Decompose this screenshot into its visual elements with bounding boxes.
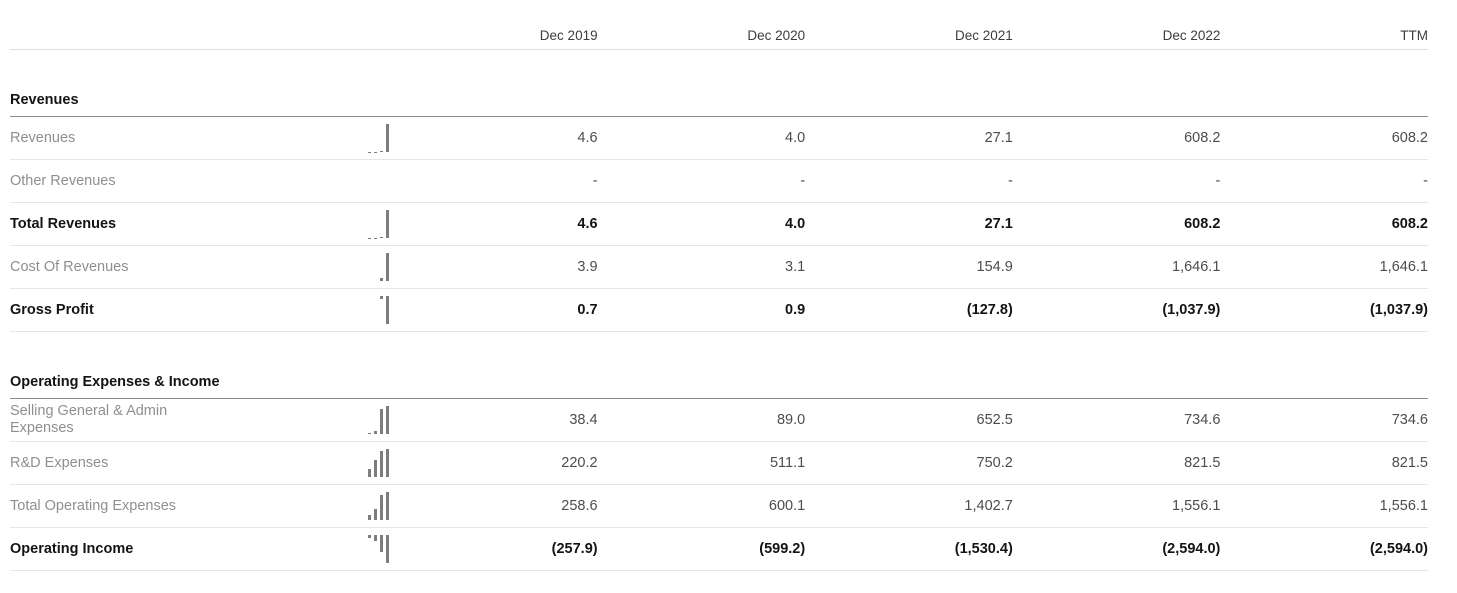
row-label: Revenues (10, 129, 76, 146)
row-label: Total Operating Expenses (10, 497, 177, 514)
sparkline-icon[interactable] (368, 296, 389, 324)
cell-value: 608.2 (1184, 130, 1221, 146)
cell-value: 27.1 (984, 216, 1013, 232)
cell-value: - (800, 173, 806, 189)
cell-value: 652.5 (976, 412, 1013, 428)
sparkline-icon[interactable] (368, 492, 389, 520)
cell-value: 1,556.1 (1172, 498, 1221, 514)
row-label: Selling General & Admin Expenses (10, 403, 168, 436)
cell-value: 3.1 (785, 259, 806, 275)
cell-value: - (592, 173, 598, 189)
sparkline-icon (368, 167, 389, 195)
section-revenues: Revenues Revenues 4.6 4.0 27.1 608.2 608… (10, 92, 1428, 332)
cell-value: 734.6 (1391, 412, 1428, 428)
table-row-other-revenues: Other Revenues - - - - - (10, 160, 1428, 203)
cell-value: (2,594.0) (1162, 541, 1221, 557)
cell-value: (257.9) (551, 541, 598, 557)
cell-value: 258.6 (561, 498, 598, 514)
cell-value: (1,037.9) (1162, 302, 1221, 318)
cell-value: - (1007, 173, 1013, 189)
section-operating-expenses: Operating Expenses & Income Selling Gene… (10, 374, 1428, 571)
financials-table: Dec 2019 Dec 2020 Dec 2021 Dec 2022 TTM … (10, 0, 1428, 571)
section-title: Operating Expenses & Income (10, 374, 1428, 399)
cell-value: - (1215, 173, 1221, 189)
row-label: Other Revenues (10, 172, 116, 189)
table-row-total-operating-expenses: Total Operating Expenses 258.6 600.1 1,4… (10, 485, 1428, 528)
cell-value: 0.7 (577, 302, 598, 318)
cell-value: 4.6 (577, 130, 598, 146)
cell-value: 27.1 (984, 130, 1013, 146)
row-label: Gross Profit (10, 301, 94, 318)
column-header-dec-2021: Dec 2021 (955, 27, 1013, 43)
column-header-row: Dec 2019 Dec 2020 Dec 2021 Dec 2022 TTM (10, 0, 1428, 50)
cell-value: (599.2) (759, 541, 806, 557)
sparkline-icon[interactable] (368, 406, 389, 434)
cell-value: 220.2 (561, 455, 598, 471)
column-header-dec-2019: Dec 2019 (539, 27, 598, 43)
cell-value: 0.9 (785, 302, 806, 318)
row-label: Cost Of Revenues (10, 258, 129, 275)
cell-value: 608.2 (1184, 216, 1221, 232)
cell-value: 600.1 (768, 498, 806, 514)
cell-value: 89.0 (776, 412, 806, 428)
cell-value: 1,556.1 (1379, 498, 1428, 514)
sparkline-icon[interactable] (368, 535, 389, 563)
cell-value: 608.2 (1391, 216, 1428, 232)
column-header-ttm: TTM (1400, 27, 1428, 43)
row-label: Operating Income (10, 540, 134, 557)
row-label: Total Revenues (10, 215, 117, 232)
table-row-operating-income: Operating Income (257.9) (599.2) (1,530.… (10, 528, 1428, 571)
cell-value: 511.1 (769, 455, 806, 471)
cell-value: - (1423, 173, 1428, 189)
cell-value: 38.4 (569, 412, 598, 428)
sparkline-icon[interactable] (368, 253, 389, 281)
table-row-total-revenues: Total Revenues 4.6 4.0 27.1 608.2 608.2 (10, 203, 1428, 246)
cell-value: 734.6 (1184, 412, 1221, 428)
cell-value: 608.2 (1391, 130, 1428, 146)
cell-value: 3.9 (577, 259, 598, 275)
cell-value: (1,037.9) (1369, 302, 1428, 318)
sparkline-icon[interactable] (368, 449, 389, 477)
sparkline-icon[interactable] (368, 124, 389, 152)
cell-value: (1,530.4) (954, 541, 1013, 557)
cell-value: 750.2 (976, 455, 1013, 471)
section-title: Revenues (10, 92, 1428, 117)
cell-value: 4.6 (577, 216, 598, 232)
row-label: R&D Expenses (10, 454, 109, 471)
cell-value: 4.0 (785, 216, 806, 232)
column-header-dec-2020: Dec 2020 (747, 27, 806, 43)
cell-value: (2,594.0) (1369, 541, 1428, 557)
table-row-gross-profit: Gross Profit 0.7 0.9 (127.8) (1,037.9) (… (10, 289, 1428, 332)
cell-value: 1,646.1 (1172, 259, 1221, 275)
cell-value: 1,402.7 (964, 498, 1013, 514)
cell-value: 154.9 (976, 259, 1013, 275)
table-row-rd-expenses: R&D Expenses 220.2 511.1 750.2 821.5 821… (10, 442, 1428, 485)
cell-value: 4.0 (785, 130, 806, 146)
header-spacer (10, 21, 390, 49)
cell-value: 821.5 (1391, 455, 1428, 471)
table-row-sga-expenses: Selling General & Admin Expenses 38.4 89… (10, 399, 1428, 442)
sparkline-icon[interactable] (368, 210, 389, 238)
column-header-dec-2022: Dec 2022 (1162, 27, 1221, 43)
cell-value: 821.5 (1184, 455, 1221, 471)
table-row-revenues: Revenues 4.6 4.0 27.1 608.2 608.2 (10, 117, 1428, 160)
cell-value: 1,646.1 (1379, 259, 1428, 275)
cell-value: (127.8) (966, 302, 1013, 318)
table-row-cost-of-revenues: Cost Of Revenues 3.9 3.1 154.9 1,646.1 1… (10, 246, 1428, 289)
